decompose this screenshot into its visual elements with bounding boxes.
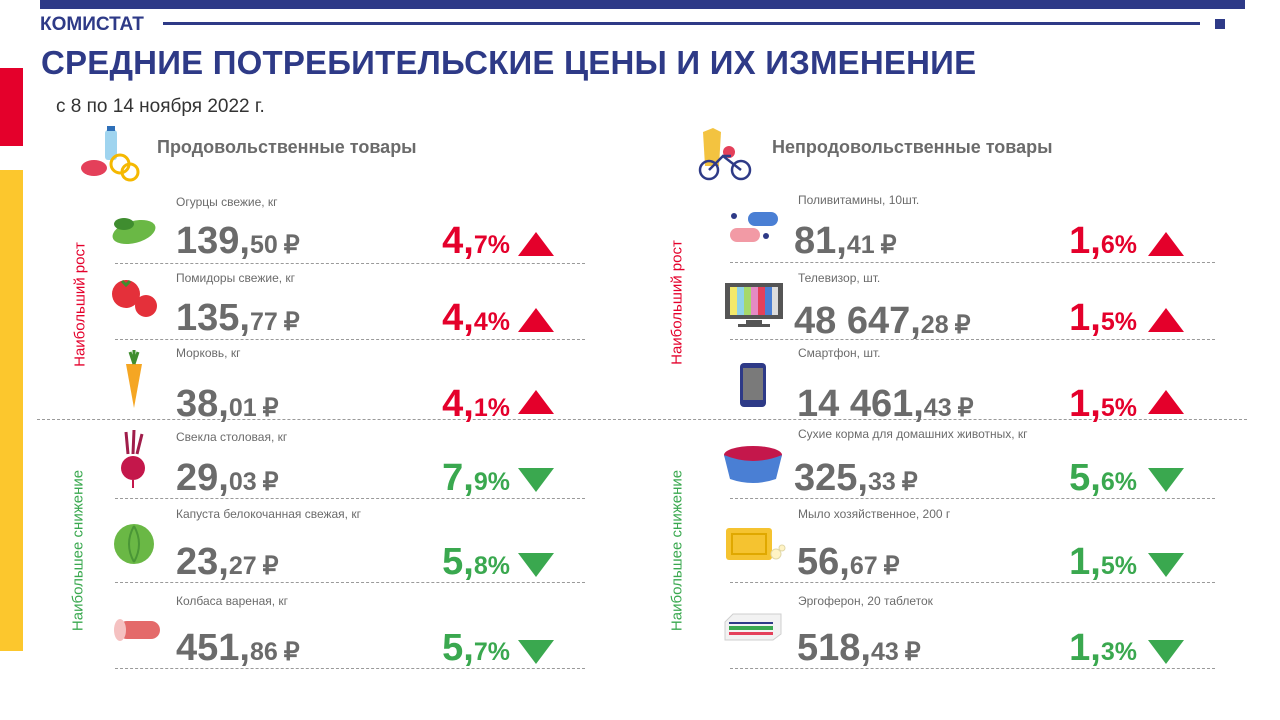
nonfood-goods-icon: [695, 126, 755, 182]
pet-food-icon: [722, 443, 784, 485]
item-change: 4,7%: [442, 220, 510, 262]
top-bar: [40, 0, 1245, 9]
decrease-arrow-icon: [518, 640, 554, 664]
sausage-icon: [108, 617, 162, 643]
row-divider: [730, 262, 1215, 263]
item-name: Колбаса вареная, кг: [176, 594, 289, 608]
item-price: 451,86 ₽: [176, 627, 300, 669]
item-price: 48 647,28 ₽: [794, 300, 971, 342]
increase-arrow-icon: [1148, 308, 1184, 332]
tv-icon: [724, 282, 784, 328]
page-title: СРЕДНИЕ ПОТРЕБИТЕЛЬСКИЕ ЦЕНЫ И ИХ ИЗМЕНЕ…: [41, 44, 977, 81]
item-name: Морковь, кг: [176, 346, 241, 360]
increase-arrow-icon: [518, 232, 554, 256]
item-price: 23,27 ₽: [176, 541, 279, 583]
row-divider: [730, 668, 1215, 669]
food-growth-label: Наибольший рост: [71, 242, 89, 367]
decrease-arrow-icon: [1148, 553, 1184, 577]
increase-arrow-icon: [1148, 232, 1184, 256]
row-divider: [115, 582, 585, 583]
item-price: 29,03 ₽: [176, 457, 279, 499]
cabbage-icon: [112, 522, 156, 566]
brand-square: [1215, 19, 1225, 29]
item-name: Свекла столовая, кг: [176, 430, 288, 444]
nonfood-decline-label: Наибольшее снижение: [668, 469, 686, 632]
decrease-arrow-icon: [1148, 468, 1184, 492]
decrease-arrow-icon: [1148, 640, 1184, 664]
item-price: 38,01 ₽: [176, 383, 279, 425]
cucumber-icon: [108, 210, 160, 250]
row-divider: [115, 263, 585, 264]
item-change: 5,7%: [442, 627, 510, 669]
smartphone-icon: [739, 362, 767, 408]
tomato-icon: [108, 278, 160, 320]
increase-arrow-icon: [518, 390, 554, 414]
row-divider: [730, 339, 1215, 340]
item-change: 1,6%: [1069, 220, 1137, 262]
carrot-icon: [122, 350, 146, 410]
food-decline-label: Наибольшее снижение: [69, 469, 87, 632]
row-divider: [730, 582, 1215, 583]
item-name: Помидоры свежие, кг: [176, 271, 296, 285]
period-label: с 8 по 14 ноября 2022 г.: [56, 96, 265, 117]
item-name: Сухие корма для домашних животных, кг: [798, 427, 1028, 441]
nonfood-growth-label: Наибольший рост: [668, 240, 686, 365]
increase-arrow-icon: [518, 308, 554, 332]
item-price: 56,67 ₽: [797, 541, 900, 583]
pills-icon: [726, 208, 782, 248]
item-name: Поливитамины, 10шт.: [798, 193, 920, 207]
brand-divider: [163, 22, 1200, 25]
item-name: Капуста белокочанная свежая, кг: [176, 507, 361, 521]
nonfood-section-title: Непродовольственные товары: [772, 137, 1053, 157]
row-divider: [115, 498, 585, 499]
item-change: 4,1%: [442, 383, 510, 425]
increase-arrow-icon: [1148, 390, 1184, 414]
food-basket-icon: [80, 126, 142, 182]
item-change: 1,5%: [1069, 297, 1137, 339]
row-divider: [115, 339, 585, 340]
row-divider: [730, 498, 1215, 499]
item-name: Эргоферон, 20 таблеток: [798, 594, 933, 608]
medicine-box-icon: [723, 612, 783, 642]
item-change: 4,4%: [442, 297, 510, 339]
item-change: 1,5%: [1069, 383, 1137, 425]
brand-name: КОМИСТАТ: [40, 14, 144, 35]
item-change: 5,6%: [1069, 457, 1137, 499]
decrease-arrow-icon: [518, 553, 554, 577]
item-price: 14 461,43 ₽: [797, 383, 974, 425]
red-accent-bar: [0, 68, 23, 146]
decrease-arrow-icon: [518, 468, 554, 492]
item-price: 135,77 ₽: [176, 297, 300, 339]
food-section-title: Продовольственные товары: [157, 137, 417, 157]
beet-icon: [118, 430, 148, 490]
item-price: 81,41 ₽: [794, 220, 897, 262]
growth-decline-divider: [37, 419, 1247, 420]
item-name: Мыло хозяйственное, 200 г: [798, 507, 951, 521]
item-name: Телевизор, шт.: [798, 271, 881, 285]
item-name: Огурцы свежие, кг: [176, 195, 278, 209]
item-price: 325,33 ₽: [794, 457, 918, 499]
item-price: 518,43 ₽: [797, 627, 921, 669]
item-change: 7,9%: [442, 457, 510, 499]
item-price: 139,50 ₽: [176, 220, 300, 262]
item-name: Смартфон, шт.: [798, 346, 881, 360]
item-change: 5,8%: [442, 541, 510, 583]
row-divider: [115, 668, 585, 669]
soap-icon: [724, 522, 786, 564]
yellow-accent-bar: [0, 170, 23, 651]
item-change: 1,5%: [1069, 541, 1137, 583]
item-change: 1,3%: [1069, 627, 1137, 669]
